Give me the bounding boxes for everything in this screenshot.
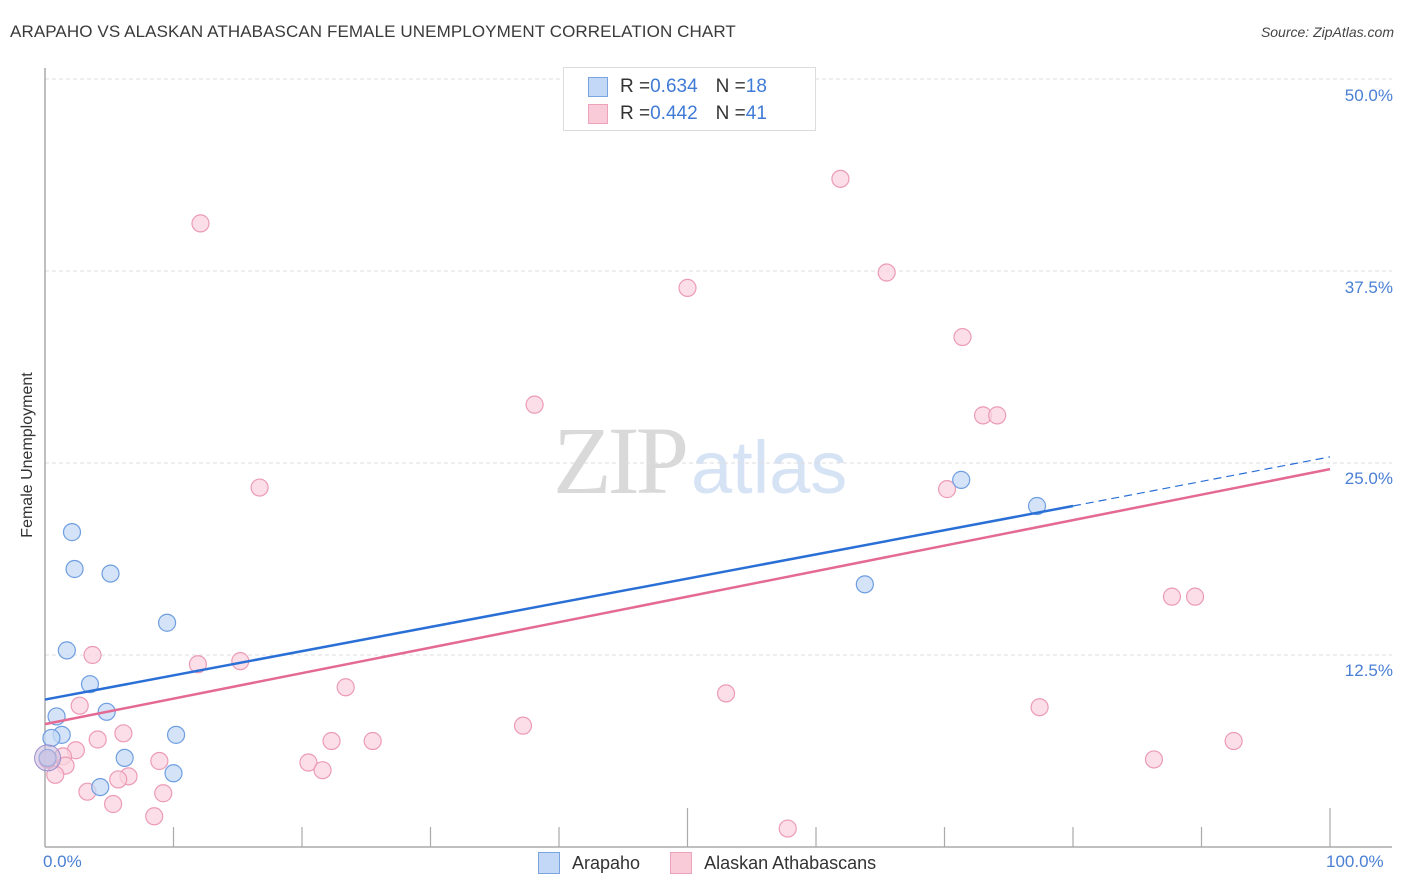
athabascan-point [154,784,173,803]
athabascan-trendline [44,467,1331,726]
n-value: 18 [745,76,767,97]
arapaho-trendline [44,504,1074,701]
athabascan-point [70,696,89,715]
athabascan-point [145,807,164,826]
chart-title: ARAPAHO VS ALASKAN ATHABASCAN FEMALE UNE… [10,22,736,41]
athabascan-point [104,794,123,814]
source-label: Source: ZipAtlas.com [1260,24,1394,40]
arapaho-point [115,748,134,768]
series-legend: Arapaho Alaskan Athabascans [538,852,906,874]
athabascan-point [363,731,382,751]
athabascan-point [88,730,107,749]
athabascan-point [525,395,544,414]
arapaho-point [101,564,120,583]
x-tick-0: 0.0% [43,852,82,871]
y-tick-50: 50.0% [1344,86,1393,105]
athabascan-point [83,645,102,665]
athabascan-point [191,214,210,233]
athabascan-point [150,751,169,771]
y-tick-37-5: 37.5% [1344,278,1393,297]
arapaho-point [80,675,100,694]
athabascan-point [716,684,736,703]
arapaho-point [65,559,84,579]
athabascan-point [513,716,533,735]
athabascan-point [937,480,957,499]
athabascan-swatch [588,104,608,124]
arapaho-point [1027,496,1047,516]
athabascan-point [322,731,341,751]
arapaho-point [164,764,183,783]
athabascan-point [250,478,269,497]
legend-item-arapaho[interactable]: Arapaho [538,852,640,874]
y-tick-25: 25.0% [1344,469,1393,488]
athabascan-point [1185,587,1205,606]
r-label: R = [620,103,651,124]
arapaho-point [166,725,186,744]
r-value: 0.442 [650,103,698,124]
athabascan-point [988,406,1007,425]
y-axis-label: Female Unemployment [19,372,36,538]
arapaho-point [57,641,76,660]
y-tick-12-5: 12.5% [1344,661,1393,680]
arapaho-point [157,613,177,632]
legend-row-arapaho: R = 0.634 N = 18 [588,76,767,98]
athabascan-point [778,819,797,838]
athabascan-point [877,263,896,282]
legend-label-athabascan: Alaskan Athabascans [704,852,877,873]
arapaho-point [62,523,82,542]
arapaho-point [42,728,61,748]
athabascan-point [1144,750,1164,769]
arapaho-swatch [538,852,560,874]
arapaho-trendline-extension [1072,456,1331,507]
athabascan-point [1162,587,1182,606]
legend-label-arapaho: Arapaho [572,852,641,873]
arapaho-point [91,777,110,797]
n-label: N = [715,103,746,124]
athabascan-point [109,770,128,789]
athabascan-point [831,169,850,188]
r-label: R = [620,76,651,97]
x-tick-100: 100.0% [1326,852,1384,871]
athabascan-point [1224,731,1243,751]
legend-row-athabascan: R = 0.442 N = 41 [588,103,767,125]
athabascan-point [1030,698,1049,717]
athabascan-point [953,327,972,347]
arapaho-swatch [588,77,608,97]
athabascan-point [299,753,318,772]
arapaho-point [855,575,874,594]
legend-item-athabascan[interactable]: Alaskan Athabascans [670,852,876,874]
n-label: N = [715,76,746,97]
arapaho-point [952,470,971,489]
athabascan-point [114,724,133,743]
athabascan-point [678,278,697,297]
overlap-point [34,744,62,772]
athabascan-point [313,761,332,780]
r-value: 0.634 [650,76,698,97]
athabascan-point [336,678,355,697]
athabascan-point [188,655,208,674]
n-value: 41 [745,103,767,124]
athabascan-swatch [670,852,693,874]
correlation-legend: R = 0.634 N = 18 R = 0.442 N = 41 [563,67,816,131]
